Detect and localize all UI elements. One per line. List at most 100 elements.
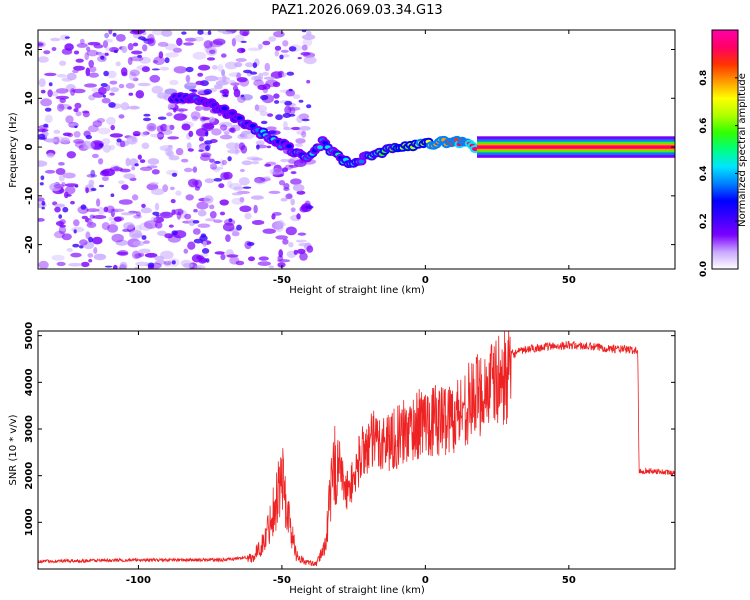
noise-blob <box>141 235 147 240</box>
noise-blob <box>110 87 120 93</box>
noise-blob <box>51 254 65 261</box>
noise-blob <box>218 183 225 189</box>
colorbar-tick-label: 0.4 <box>699 165 709 181</box>
noise-blob <box>109 92 115 96</box>
noise-blob <box>185 194 194 201</box>
noise-blob <box>280 158 290 163</box>
noise-blob <box>171 260 176 265</box>
noise-blob <box>88 72 100 78</box>
noise-blob <box>111 208 125 212</box>
noise-blob <box>234 34 245 42</box>
noise-blob <box>38 197 45 202</box>
noise-blob <box>139 56 151 64</box>
noise-blob <box>97 127 111 135</box>
noise-blob <box>147 262 155 268</box>
noise-blob <box>131 250 141 260</box>
noise-blob <box>176 37 183 47</box>
noise-blob <box>143 220 158 229</box>
noise-blob <box>88 125 99 133</box>
noise-blob <box>70 200 75 205</box>
noise-blob <box>79 245 84 249</box>
noise-blob <box>48 82 53 87</box>
noise-blob <box>198 64 211 71</box>
noise-blob <box>59 60 67 66</box>
noise-blob <box>121 45 128 54</box>
noise-blob <box>268 36 277 42</box>
y-tick-label: 20 <box>24 43 35 57</box>
noise-blob <box>300 51 311 56</box>
noise-blob <box>86 49 99 57</box>
noise-blob <box>138 252 145 257</box>
noise-blob <box>219 211 226 216</box>
y-tick-label: 2000 <box>24 462 35 490</box>
noise-blob <box>198 136 204 142</box>
noise-blob <box>169 79 179 86</box>
noise-blob <box>173 108 177 113</box>
noise-blob <box>84 52 89 61</box>
noise-blob <box>193 209 198 213</box>
noise-blob <box>203 88 212 95</box>
y-tick-label: -10 <box>24 187 35 205</box>
noise-blob <box>157 41 169 47</box>
noise-blob <box>93 253 107 261</box>
noise-blob <box>125 157 131 167</box>
noise-blob <box>47 89 53 98</box>
noise-blob <box>132 240 145 247</box>
noise-blob <box>220 253 226 261</box>
noise-blob <box>119 261 128 269</box>
noise-blob <box>192 51 207 60</box>
noise-blob <box>51 47 57 51</box>
noise-blob <box>290 198 296 206</box>
noise-blob <box>181 123 191 131</box>
noise-blob <box>82 140 91 150</box>
noise-blob <box>110 220 117 225</box>
noise-blob <box>297 57 302 60</box>
noise-blob <box>148 125 155 130</box>
noise-blob <box>53 183 65 189</box>
noise-blob <box>288 242 294 248</box>
noise-blob <box>106 205 115 214</box>
noise-blob <box>143 113 151 117</box>
noise-blob <box>156 125 164 133</box>
noise-blob <box>90 187 97 192</box>
noise-blob <box>127 43 134 51</box>
noise-blob <box>59 34 70 41</box>
noise-blob <box>192 228 201 235</box>
noise-blob <box>223 171 233 180</box>
x-tick-label: 50 <box>562 275 576 286</box>
noise-blob <box>183 248 189 254</box>
noise-blob <box>72 88 86 94</box>
noise-blob <box>72 243 80 248</box>
noise-blob <box>252 62 258 69</box>
noise-blob <box>204 140 213 145</box>
noise-blob <box>175 190 182 196</box>
noise-blob <box>306 79 311 84</box>
noise-blob <box>109 80 118 85</box>
noise-blob <box>120 102 130 111</box>
noise-blob <box>157 230 167 236</box>
noise-blob <box>132 77 139 82</box>
noise-blob <box>226 254 239 258</box>
noise-blob <box>146 122 157 132</box>
noise-blob <box>205 218 216 222</box>
noise-blob <box>100 83 108 87</box>
noise-blob <box>197 209 207 217</box>
noise-blob <box>73 139 85 144</box>
noise-blob <box>92 215 107 219</box>
noise-blob <box>59 97 66 104</box>
noise-blob <box>302 38 313 47</box>
noise-blob <box>176 211 182 220</box>
noise-blob <box>206 57 216 61</box>
noise-blob <box>271 213 276 220</box>
noise-blob <box>233 88 241 98</box>
noise-blob <box>231 192 243 196</box>
noise-blob <box>201 248 210 254</box>
noise-blob <box>282 40 289 47</box>
noise-blob <box>291 126 301 131</box>
noise-blob <box>272 169 285 178</box>
noise-blob <box>296 190 306 195</box>
noise-blob <box>101 138 111 145</box>
ridge-core <box>229 111 236 115</box>
noise-blob <box>282 238 289 245</box>
noise-blob <box>262 83 271 90</box>
